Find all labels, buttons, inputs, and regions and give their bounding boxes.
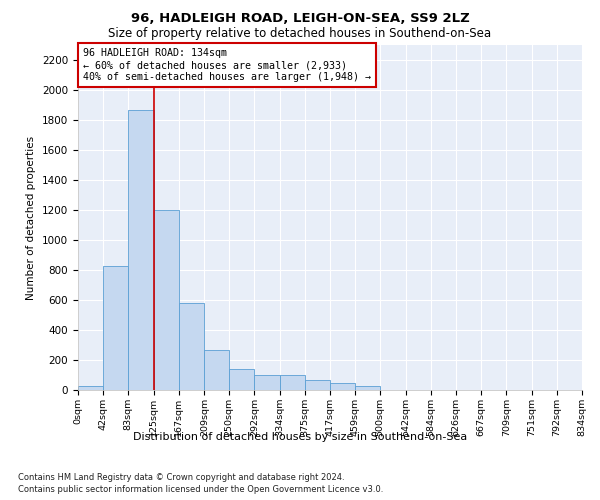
Bar	[154, 210, 179, 390]
Bar	[254, 375, 280, 390]
Bar	[229, 369, 254, 390]
Bar	[280, 375, 305, 390]
Bar	[330, 382, 355, 390]
Text: 96, HADLEIGH ROAD, LEIGH-ON-SEA, SS9 2LZ: 96, HADLEIGH ROAD, LEIGH-ON-SEA, SS9 2LZ	[131, 12, 469, 26]
Bar	[305, 380, 330, 390]
Bar	[128, 110, 154, 390]
Bar	[103, 266, 128, 390]
Text: Distribution of detached houses by size in Southend-on-Sea: Distribution of detached houses by size …	[133, 432, 467, 442]
Bar	[355, 386, 380, 390]
Bar	[179, 303, 205, 390]
Y-axis label: Number of detached properties: Number of detached properties	[26, 136, 37, 300]
Text: Contains public sector information licensed under the Open Government Licence v3: Contains public sector information licen…	[18, 485, 383, 494]
Bar	[205, 350, 229, 390]
Text: 96 HADLEIGH ROAD: 134sqm
← 60% of detached houses are smaller (2,933)
40% of sem: 96 HADLEIGH ROAD: 134sqm ← 60% of detach…	[83, 48, 371, 82]
Bar	[78, 386, 103, 390]
Text: Size of property relative to detached houses in Southend-on-Sea: Size of property relative to detached ho…	[109, 28, 491, 40]
Text: Contains HM Land Registry data © Crown copyright and database right 2024.: Contains HM Land Registry data © Crown c…	[18, 472, 344, 482]
